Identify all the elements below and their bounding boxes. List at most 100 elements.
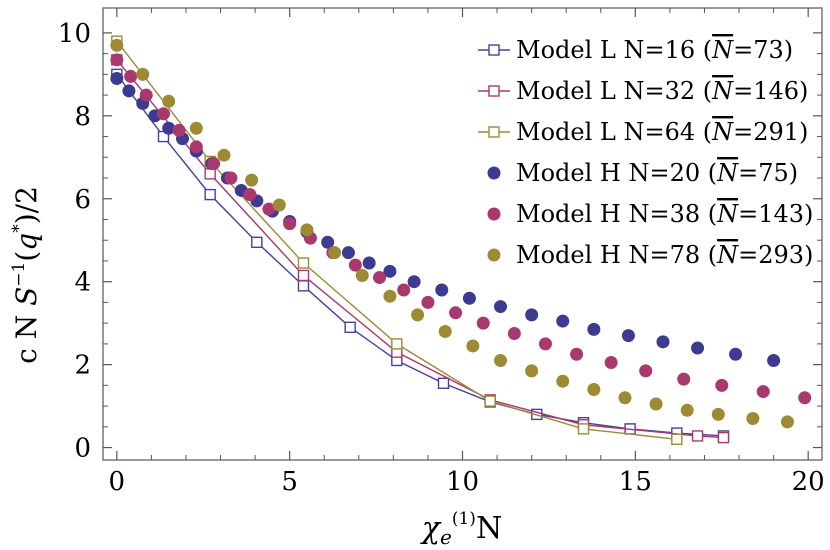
legend-label: Model H N=38 (N=143): [516, 200, 813, 228]
data-point: [383, 264, 397, 278]
data-point: [556, 314, 570, 328]
legend-nbar-value: =146): [733, 77, 808, 105]
x-tick-label: 10: [446, 467, 479, 497]
data-point: [243, 188, 257, 202]
data-point: [391, 338, 403, 350]
data-point: [767, 353, 781, 367]
data-point: [577, 423, 590, 435]
data-point: [691, 341, 705, 355]
legend-nbar: N: [711, 118, 734, 146]
y-axis-label: c N S−1(q*)/2: [9, 186, 43, 364]
legend-nbar-value: =293): [738, 241, 813, 269]
series-6: [110, 38, 794, 429]
y-tick-label: 0: [74, 434, 91, 464]
data-point: [691, 430, 704, 442]
data-point: [245, 173, 259, 187]
data-point: [110, 38, 124, 52]
data-point: [711, 407, 725, 421]
data-point: [172, 123, 186, 137]
data-point: [587, 322, 601, 336]
data-point: [355, 268, 369, 282]
legend-item: Model L N=64 (N=291): [478, 118, 808, 146]
legend-label: Model L N=64 (N=291): [516, 118, 808, 146]
data-point: [525, 364, 539, 378]
data-point: [407, 275, 421, 289]
x-tick-label: 0: [109, 467, 126, 497]
legend-nbar-value: =73): [733, 36, 793, 64]
legend-nbar-value: =143): [738, 200, 813, 228]
data-point: [494, 300, 508, 314]
data-point: [224, 171, 238, 185]
data-point: [189, 140, 203, 154]
data-point: [411, 308, 425, 322]
legend-model: Model H N=38 (: [516, 200, 717, 228]
data-point: [328, 246, 342, 260]
data-point: [383, 289, 397, 303]
data-point: [538, 337, 552, 351]
data-point: [484, 395, 496, 407]
legend-model: Model L N=16 (: [516, 36, 712, 64]
data-point: [604, 356, 618, 370]
legend-item: Model H N=20 (N=75): [487, 159, 798, 187]
data-point: [110, 53, 124, 67]
series-line: [116, 73, 724, 437]
legend-label: Model H N=78 (N=293): [516, 241, 813, 269]
data-point: [621, 329, 635, 343]
data-point: [618, 391, 632, 405]
legend-nbar: N: [716, 200, 739, 228]
data-point: [162, 121, 176, 135]
data-point: [373, 271, 387, 285]
data-point: [272, 198, 286, 212]
data-point: [449, 306, 463, 320]
legend-marker: [488, 44, 500, 56]
data-point: [204, 168, 216, 180]
data-point: [656, 335, 670, 349]
data-point: [136, 67, 150, 81]
data-point: [344, 321, 356, 334]
legend-label: Model L N=32 (N=146): [516, 77, 808, 105]
plot-frame: [102, 7, 823, 461]
data-point: [217, 148, 231, 162]
data-point: [438, 324, 452, 338]
axes-frame: [102, 7, 823, 461]
y-tick-label: 6: [74, 185, 91, 215]
legend-marker: [487, 207, 501, 221]
x-tick-label: 20: [792, 467, 825, 497]
plot-area: [110, 35, 812, 445]
legend-nbar: N: [716, 241, 739, 269]
data-point: [671, 433, 683, 445]
data-point: [437, 377, 450, 389]
legend-nbar: N: [711, 36, 734, 64]
data-point: [139, 88, 153, 102]
legend-label: Model L N=16 (N=73): [516, 36, 793, 64]
legend: Model L N=16 (N=73)Model L N=32 (N=146)M…: [478, 36, 813, 269]
data-point: [348, 258, 362, 272]
data-point: [587, 383, 601, 397]
data-point: [341, 246, 355, 260]
data-point: [421, 295, 435, 309]
data-point: [556, 374, 570, 388]
legend-nbar-value: =291): [733, 118, 808, 146]
legend-model: Model H N=78 (: [516, 241, 717, 269]
legend-marker: [487, 166, 501, 180]
legend-label: Model H N=20 (N=75): [516, 159, 798, 187]
data-point: [476, 316, 490, 330]
legend-marker: [488, 126, 500, 138]
data-point: [397, 283, 411, 297]
data-point: [649, 397, 663, 411]
data-point: [507, 327, 521, 341]
series-5: [110, 53, 812, 405]
data-point: [283, 217, 297, 231]
data-point: [756, 385, 770, 399]
y-tick-label: 10: [58, 19, 91, 49]
tick-labels: 0 5 10 15 20 0 2 4 6 8 10: [58, 19, 825, 497]
legend-model: Model L N=32 (: [516, 77, 712, 105]
data-point: [677, 372, 691, 386]
data-point: [162, 94, 176, 108]
data-point: [715, 378, 729, 392]
legend-nbar: N: [711, 77, 734, 105]
data-point: [297, 280, 310, 292]
data-point: [124, 69, 138, 83]
legend-model: Model H N=20 (: [516, 159, 717, 187]
